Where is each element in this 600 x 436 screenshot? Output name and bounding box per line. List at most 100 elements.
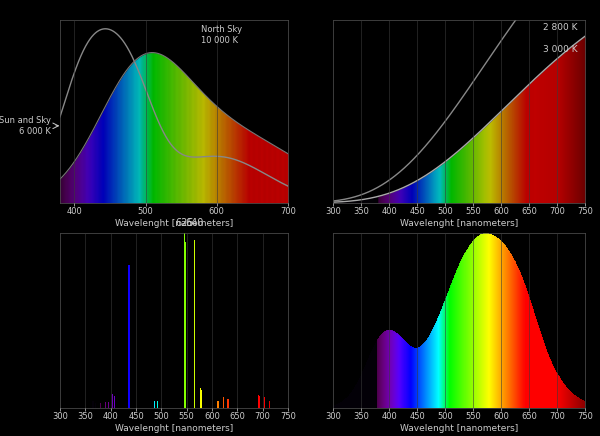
Bar: [555, 373, 557, 408]
Bar: [562, 383, 563, 408]
Bar: [428, 336, 431, 408]
Bar: [581, 400, 584, 408]
Bar: [566, 389, 569, 408]
Bar: [497, 238, 499, 408]
Bar: [398, 336, 401, 408]
Bar: [541, 337, 543, 408]
Bar: [421, 346, 423, 408]
Bar: [337, 404, 339, 408]
Bar: [536, 324, 538, 408]
Bar: [423, 344, 425, 408]
Bar: [403, 340, 405, 408]
Bar: [428, 337, 430, 408]
Bar: [194, 247, 196, 408]
Bar: [409, 346, 411, 408]
Bar: [506, 249, 509, 408]
Bar: [334, 405, 335, 408]
Bar: [473, 241, 475, 408]
Bar: [227, 399, 229, 408]
Bar: [446, 296, 449, 408]
Bar: [529, 300, 531, 408]
Bar: [380, 335, 383, 408]
Bar: [390, 330, 392, 408]
Bar: [557, 376, 560, 408]
Bar: [372, 350, 374, 408]
Bar: [442, 306, 445, 408]
Text: 2 800 K: 2 800 K: [543, 23, 577, 32]
Bar: [129, 286, 130, 408]
Bar: [344, 399, 347, 408]
Bar: [338, 403, 341, 408]
Bar: [343, 400, 346, 408]
Bar: [481, 234, 483, 408]
Bar: [349, 395, 351, 408]
Bar: [395, 333, 397, 408]
Bar: [517, 270, 520, 408]
Bar: [95, 403, 96, 408]
Bar: [499, 241, 502, 408]
Bar: [413, 348, 416, 408]
Bar: [492, 235, 494, 408]
Bar: [477, 236, 479, 408]
Bar: [583, 401, 585, 408]
Bar: [443, 303, 446, 408]
Bar: [565, 387, 566, 408]
Bar: [509, 254, 512, 408]
Bar: [518, 271, 520, 408]
Bar: [566, 388, 568, 408]
Bar: [513, 261, 515, 408]
Bar: [479, 235, 481, 408]
Text: Sun and Sky
6 000 K: Sun and Sky 6 000 K: [0, 116, 51, 136]
Bar: [565, 387, 567, 408]
Bar: [512, 259, 515, 408]
Bar: [535, 320, 538, 408]
Bar: [479, 235, 481, 408]
Bar: [460, 261, 463, 408]
Bar: [385, 331, 387, 408]
Bar: [420, 346, 422, 408]
Bar: [484, 233, 486, 408]
Bar: [404, 342, 406, 408]
Bar: [430, 333, 433, 408]
Bar: [522, 281, 524, 408]
Bar: [502, 244, 504, 408]
Bar: [454, 278, 455, 408]
Bar: [479, 235, 482, 408]
Bar: [545, 350, 547, 408]
Bar: [493, 235, 495, 408]
Bar: [530, 303, 532, 408]
Bar: [394, 332, 396, 408]
Bar: [579, 399, 581, 408]
Bar: [105, 402, 106, 408]
Bar: [356, 383, 359, 408]
Bar: [400, 337, 402, 408]
Bar: [112, 394, 113, 408]
Bar: [353, 389, 355, 408]
Bar: [352, 391, 354, 408]
Bar: [437, 318, 440, 408]
Bar: [442, 309, 443, 408]
Bar: [558, 377, 560, 408]
Bar: [442, 307, 444, 408]
Bar: [501, 242, 503, 408]
Bar: [571, 394, 574, 408]
Bar: [536, 322, 538, 408]
Bar: [391, 330, 393, 408]
Bar: [524, 288, 527, 408]
Bar: [367, 360, 370, 408]
Bar: [551, 364, 553, 408]
Bar: [457, 270, 458, 408]
Bar: [484, 233, 487, 408]
Bar: [438, 316, 440, 408]
Bar: [355, 386, 357, 408]
Bar: [531, 308, 533, 408]
Bar: [571, 393, 572, 408]
Bar: [478, 236, 480, 408]
Bar: [359, 378, 361, 408]
Bar: [424, 342, 427, 408]
Bar: [496, 238, 499, 408]
Bar: [563, 385, 565, 408]
Bar: [431, 332, 433, 408]
Bar: [509, 253, 511, 408]
Bar: [407, 344, 409, 408]
